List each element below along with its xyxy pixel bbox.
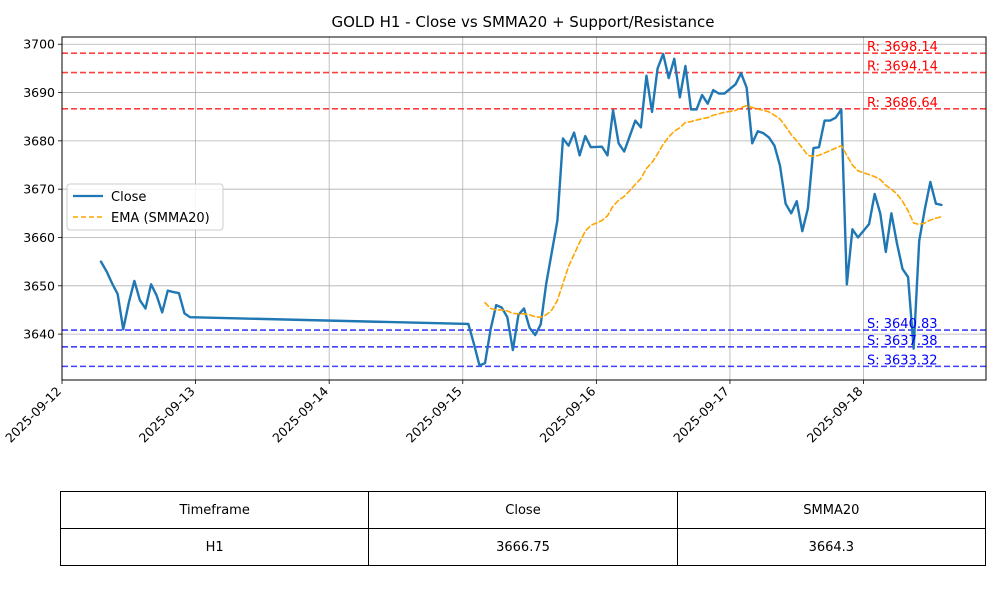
x-tick-label: 2025-09-13 bbox=[136, 384, 198, 446]
support-label: S: 3637.38 bbox=[867, 334, 938, 349]
y-tick-label: 3700 bbox=[23, 37, 55, 52]
resistance-label: R: 3686.64 bbox=[867, 96, 938, 111]
x-tick-label: 2025-09-14 bbox=[269, 383, 331, 445]
table-cell: 3664.3 bbox=[676, 528, 987, 566]
legend-close-label: Close bbox=[111, 190, 146, 205]
y-axis: 3640 3650 3660 3670 3680 3690 3700 bbox=[23, 37, 62, 342]
x-tick-label: 2025-09-16 bbox=[537, 383, 599, 445]
x-tick-label: 2025-09-18 bbox=[804, 383, 866, 445]
table-header-cell: Timeframe bbox=[59, 491, 370, 529]
level-labels: R: 3698.14 R: 3694.14 R: 3686.64 S: 3640.83… bbox=[867, 40, 938, 368]
chart: GOLD H1 - Close vs SMMA20 + Support/Resi… bbox=[2, 13, 987, 445]
chart-title: GOLD H1 - Close vs SMMA20 + Support/Resi… bbox=[331, 13, 714, 31]
y-tick-label: 3670 bbox=[23, 182, 55, 197]
resistance-label: R: 3698.14 bbox=[867, 40, 938, 55]
resistance-label: R: 3694.14 bbox=[867, 60, 938, 75]
y-tick-label: 3680 bbox=[23, 133, 55, 148]
support-label: S: 3633.32 bbox=[867, 353, 938, 368]
y-tick-label: 3660 bbox=[23, 230, 55, 245]
summary-table: Timeframe Close SMMA20 H1 3666.75 3664.3 bbox=[59, 491, 987, 566]
y-tick-label: 3650 bbox=[23, 278, 55, 293]
legend-box bbox=[66, 183, 224, 231]
table-header-cell: Close bbox=[368, 491, 678, 529]
smma-line bbox=[484, 104, 943, 318]
x-tick-label: 2025-09-12 bbox=[2, 384, 64, 446]
table-cell: H1 bbox=[59, 528, 370, 566]
plot-frame bbox=[61, 36, 987, 381]
series-lines bbox=[99, 52, 943, 367]
table-header-row: Timeframe Close SMMA20 bbox=[59, 491, 987, 529]
support-label: S: 3640.83 bbox=[867, 317, 938, 332]
close-line bbox=[99, 52, 943, 367]
table-cell: 3666.75 bbox=[368, 528, 678, 566]
legend-smma-label: EMA (SMMA20) bbox=[111, 211, 210, 226]
table-header-cell: SMMA20 bbox=[676, 491, 987, 529]
legend: Close EMA (SMMA20) bbox=[66, 183, 224, 231]
table-row: H1 3666.75 3664.3 bbox=[59, 528, 987, 566]
x-axis: 2025-09-12 2025-09-13 2025-09-14 2025-09-15… bbox=[2, 380, 866, 445]
y-tick-label: 3640 bbox=[23, 327, 55, 342]
y-tick-label: 3690 bbox=[23, 85, 55, 100]
level-lines bbox=[62, 52, 986, 368]
x-tick-label: 2025-09-15 bbox=[403, 384, 465, 446]
x-tick-label: 2025-09-17 bbox=[670, 384, 732, 446]
